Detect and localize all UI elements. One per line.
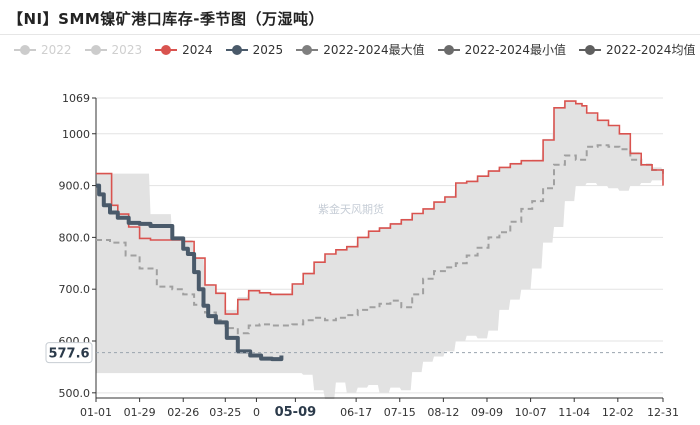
- x-tick-label: 12-31: [647, 406, 679, 419]
- legend-label: 2024: [182, 42, 213, 57]
- legend-item-3[interactable]: 2025: [225, 41, 284, 58]
- x-tick-label: 01-29: [124, 406, 156, 419]
- legend-item-0[interactable]: 2022: [14, 41, 72, 58]
- series-line-average: [96, 144, 664, 335]
- legend-marker-icon: [579, 44, 602, 55]
- legend-label: 2022-2024最小值: [464, 43, 567, 57]
- legend-item-4[interactable]: 2022-2024最大值: [296, 41, 425, 58]
- x-tick-label: 07-15: [384, 406, 416, 419]
- watermark: 紫金天风期货: [318, 202, 384, 216]
- legend-item-5[interactable]: 2022-2024最小值: [437, 41, 567, 58]
- chart-legend: 2022 2023 2024 2025 2022-2024最大值 2022-2024最小值…: [14, 41, 695, 58]
- series-line-2025: [96, 183, 284, 362]
- legend-marker-icon: [84, 44, 107, 55]
- legend-marker-icon: [14, 44, 36, 55]
- legend-marker-icon: [225, 44, 248, 55]
- legend-label: 2023: [111, 42, 143, 57]
- x-tick-label: 06-17: [340, 406, 372, 419]
- y-tick-label: 500.0: [59, 387, 91, 400]
- legend-item-1[interactable]: 2023: [84, 41, 143, 58]
- y-tick-label: 800.0: [59, 231, 91, 244]
- x-tick-label: 0: [253, 406, 260, 419]
- x-tick-label: 09-09: [471, 406, 503, 419]
- legend-item-2[interactable]: 2024: [155, 41, 213, 58]
- chart-title: 【NI】SMM镍矿港口库存-季节图（万湿吨）: [8, 10, 325, 28]
- x-tick-label: 10-07: [515, 406, 547, 419]
- legend-item-6[interactable]: 2022-2024均值: [579, 41, 695, 58]
- series-line-2024: [96, 100, 664, 315]
- x-tick-label: 05-09: [275, 405, 317, 420]
- x-tick-label: 03-25: [209, 406, 241, 419]
- y-tick-label: 700.0: [59, 283, 91, 296]
- legend-label: 2022-2024均值: [606, 43, 696, 57]
- x-tick-label: 01-01: [80, 406, 112, 419]
- y-tick-label: 900.0: [59, 180, 91, 193]
- y-pointer-label: 577.6: [48, 347, 89, 362]
- x-tick-label: 11-04: [558, 406, 590, 419]
- legend-label: 2025: [252, 42, 284, 57]
- min-max-band: [96, 101, 663, 399]
- legend-label: 2022: [41, 42, 72, 57]
- y-tick-label: 1000: [62, 128, 90, 141]
- legend-label: 2022-2024最大值: [323, 43, 425, 57]
- x-tick-label: 08-12: [427, 406, 459, 419]
- x-tick-label: 02-26: [167, 406, 199, 419]
- y-pointer-box: [45, 342, 93, 364]
- y-tick-label: 1069: [62, 92, 90, 105]
- legend-marker-icon: [437, 44, 460, 55]
- legend-marker-icon: [155, 44, 178, 55]
- legend-marker-icon: [296, 44, 319, 55]
- title-divider: [0, 34, 700, 35]
- x-tick-label: 12-02: [602, 406, 634, 419]
